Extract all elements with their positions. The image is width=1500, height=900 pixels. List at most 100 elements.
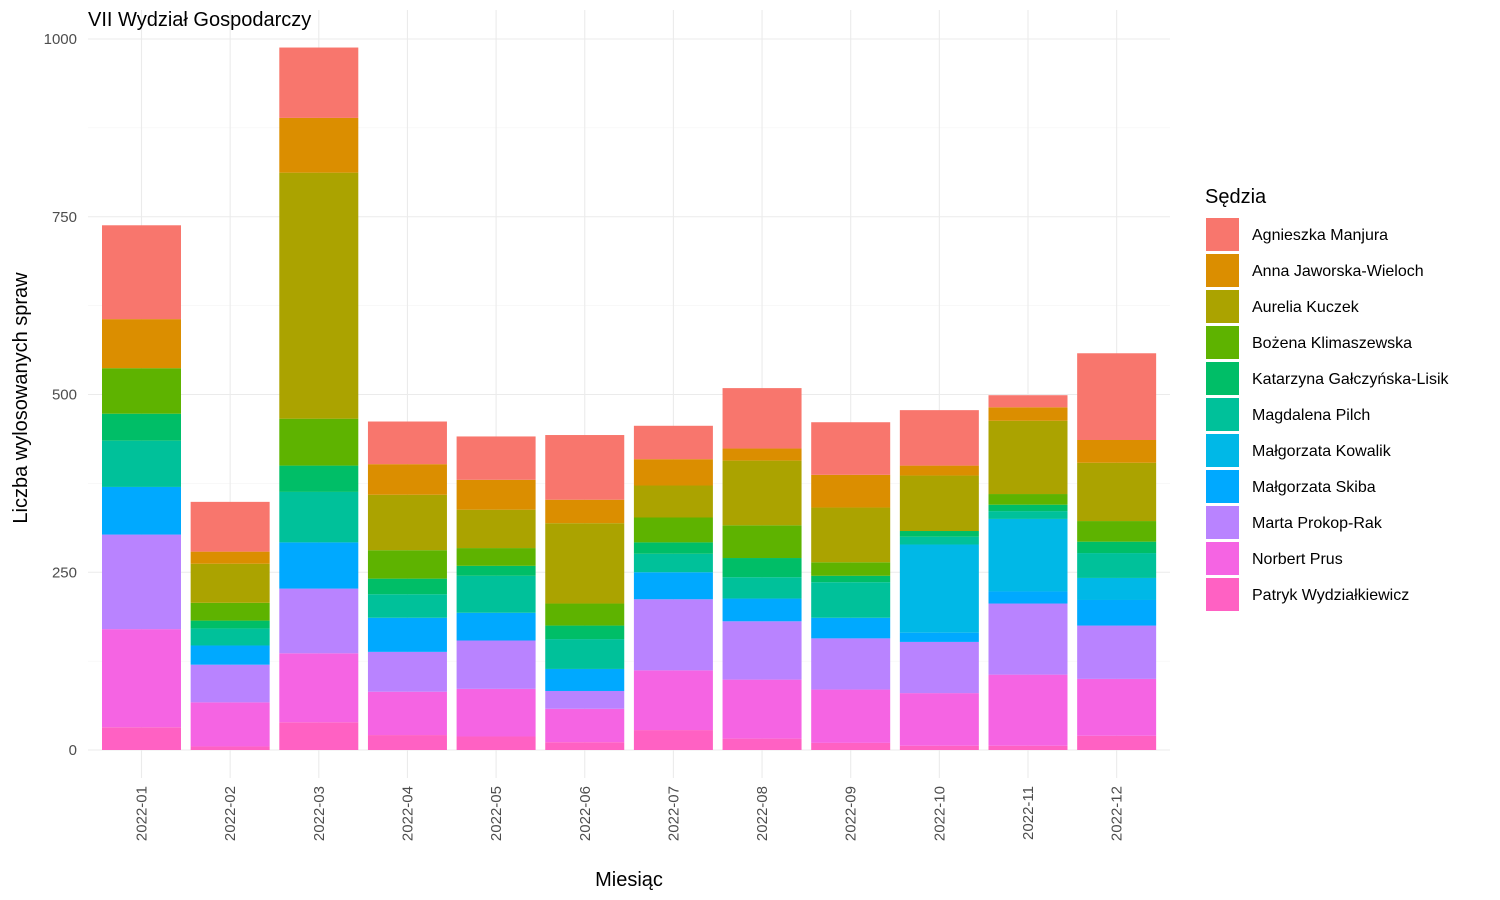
bar-segment — [545, 603, 625, 626]
bar-segment — [1077, 440, 1157, 463]
legend-swatch — [1206, 218, 1239, 251]
x-tick-label: 2022-08 — [754, 786, 771, 841]
bar-segment — [456, 548, 536, 566]
bar-segment — [899, 693, 979, 746]
bar-segment — [367, 594, 447, 618]
y-axis-title: Liczba wylosowanych spraw — [10, 272, 32, 524]
bar-segment — [988, 591, 1068, 604]
bar-segment — [633, 670, 713, 731]
bar-segment — [102, 629, 181, 728]
legend: Sędzia Agnieszka Manjura Anna Jaworska-Wi… — [1205, 186, 1450, 611]
bar-segment — [190, 645, 270, 665]
bar-segment — [1077, 541, 1157, 554]
bar-segment — [899, 531, 979, 537]
chart-title: VII Wydział Gospodarczy — [88, 9, 311, 31]
bar-segment — [722, 577, 802, 599]
bar-segment — [456, 565, 536, 576]
bar-segment — [367, 691, 447, 736]
bar-segment — [456, 479, 536, 510]
bar-segment — [102, 319, 181, 369]
bar-segment — [1077, 599, 1157, 626]
bar-segment — [899, 410, 979, 466]
legend-label: Katarzyna Gałczyńska-Lisik — [1252, 371, 1450, 388]
bar-segment — [899, 475, 979, 532]
bar-segment — [633, 459, 713, 486]
bar-segment — [1077, 462, 1157, 522]
legend-label: Magdalena Pilch — [1252, 407, 1370, 424]
bar-segment — [722, 388, 802, 449]
bar-segment — [899, 536, 979, 545]
bar-segment — [102, 534, 181, 630]
bar-segment — [988, 745, 1068, 750]
x-axis-title: Miesiąc — [595, 869, 663, 891]
bar-segment — [545, 435, 625, 500]
bar-segment — [988, 674, 1068, 746]
bar-segment — [456, 736, 536, 750]
bar-segment — [367, 735, 447, 750]
bar-segment — [899, 745, 979, 750]
bar-segment — [456, 612, 536, 641]
bar-segment — [633, 425, 713, 460]
bar-segment — [811, 474, 891, 508]
bar-segment — [1077, 521, 1157, 542]
bar-segment — [722, 738, 802, 750]
bar-segment — [811, 582, 891, 618]
bar-segment — [988, 407, 1068, 421]
bar-segment — [899, 641, 979, 694]
y-tick-labels: 0 250 500 750 1000 — [44, 31, 77, 759]
legend-label: Anna Jaworska-Wieloch — [1252, 263, 1424, 280]
bar-segment — [190, 664, 270, 703]
legend-swatch — [1206, 434, 1239, 467]
bar-segment — [988, 504, 1068, 512]
bar-segment — [811, 689, 891, 743]
bar-segment — [190, 620, 270, 629]
bar-segment — [456, 509, 536, 549]
x-tick-label: 2022-11 — [1020, 786, 1037, 840]
bar-segment — [811, 507, 891, 563]
legend-label: Bożena Klimaszewska — [1252, 335, 1412, 352]
bar-segment — [190, 628, 270, 646]
x-tick-label: 2022-12 — [1109, 786, 1126, 841]
bar-segment — [811, 742, 891, 750]
legend-swatch — [1206, 470, 1239, 503]
bar-segment — [456, 640, 536, 689]
bar-segment — [633, 485, 713, 518]
bar-segment — [367, 578, 447, 595]
legend-swatch — [1206, 578, 1239, 611]
bar-segment — [190, 746, 270, 750]
bar-segment — [545, 742, 625, 750]
bar-segment — [367, 494, 447, 551]
bar-segment — [633, 572, 713, 600]
bar-segment — [633, 542, 713, 554]
bar-segment — [722, 460, 802, 526]
bar-segment — [545, 523, 625, 604]
bar-segment — [279, 465, 359, 492]
bar-segment — [456, 575, 536, 613]
x-tick-label: 2022-09 — [843, 786, 860, 841]
legend-swatch — [1206, 362, 1239, 395]
y-tick-label: 750 — [52, 209, 77, 226]
bar-segment — [633, 517, 713, 543]
bar-segment — [811, 638, 891, 690]
bar-segment — [988, 420, 1068, 495]
bar-segment — [988, 518, 1068, 592]
bar-segment — [1077, 553, 1157, 578]
y-tick-label: 0 — [69, 742, 77, 759]
bar-segment — [988, 494, 1068, 505]
bar-segment — [633, 553, 713, 573]
bar-segment — [102, 225, 181, 320]
bar-segment — [279, 542, 359, 589]
bar-segment — [279, 117, 359, 173]
bar-segment — [367, 464, 447, 495]
bar-segment — [545, 625, 625, 640]
bar-segment — [279, 172, 359, 419]
bar-segment — [722, 525, 802, 559]
bar-segment — [811, 575, 891, 583]
bar-segment — [633, 599, 713, 671]
bar-segment — [633, 730, 713, 750]
bar-segment — [1077, 577, 1157, 600]
bar-segment — [1077, 678, 1157, 736]
bar-segment — [545, 690, 625, 709]
bar-segment — [279, 722, 359, 750]
